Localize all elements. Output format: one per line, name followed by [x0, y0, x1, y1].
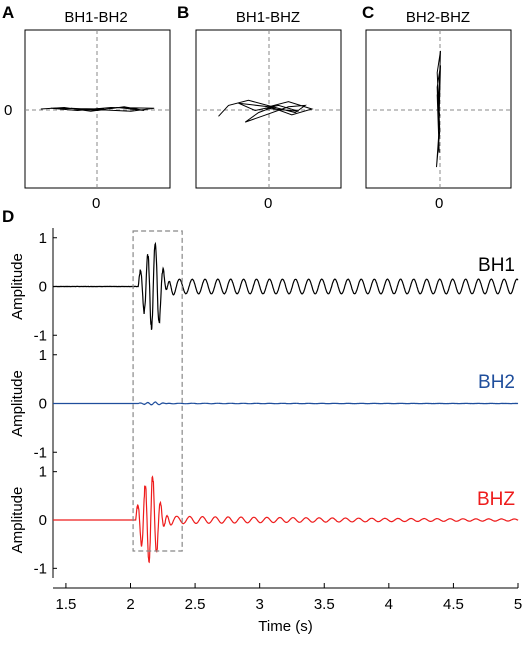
hodogram-c — [436, 50, 441, 168]
channel-label-bhz: BHZ — [477, 489, 515, 510]
panel-label-a: A — [2, 3, 14, 22]
x-tick-label: 1.5 — [55, 596, 76, 613]
panel-title-b: BH1-BHZ — [236, 9, 300, 26]
x-tick-label: 2 — [126, 596, 134, 613]
y-tick-label: -1 — [34, 444, 47, 461]
panel-c-xtick: 0 — [435, 195, 443, 212]
panel-label-d: D — [2, 207, 14, 226]
panel-title-c: BH2-BHZ — [406, 9, 470, 26]
x-axis-label: Time (s) — [258, 618, 312, 635]
y-tick-label: 1 — [39, 464, 47, 481]
x-tick-label: 2.5 — [185, 596, 206, 613]
x-tick-label: 3.5 — [314, 596, 335, 613]
channel-label-bh1: BH1 — [478, 255, 515, 276]
hodogram-b — [218, 99, 314, 123]
y-axis-label: Amplitude — [9, 253, 26, 320]
seismogram-traces: 1 0 -1 Amplitude BH1 1 0 -1 Amplitude BH2 1 0 -1 Ampl… — [9, 228, 519, 578]
panel-a-xtick: 0 — [92, 195, 100, 212]
panel-label-b: B — [177, 3, 189, 22]
y-tick-label: -1 — [34, 560, 47, 577]
y-tick-label: 1 — [39, 347, 47, 364]
time-axis: 1.5 2 2.5 3 3.5 4 4.5 5 Time (s) — [53, 583, 522, 635]
waveform-bhz — [53, 475, 519, 564]
waveform-bh2 — [53, 401, 519, 406]
panel-b-xtick: 0 — [264, 195, 272, 212]
channel-label-bh2: BH2 — [478, 372, 515, 393]
y-tick-label: 0 — [39, 396, 47, 413]
panel-c-frame — [365, 29, 512, 189]
y-tick-label: 0 — [39, 279, 47, 296]
x-tick-label: 3 — [255, 596, 263, 613]
x-tick-label: 5 — [514, 596, 522, 613]
y-tick-label: -1 — [34, 327, 47, 344]
hodogram-a — [40, 106, 155, 112]
highlight-window — [132, 230, 183, 552]
y-tick-label: 0 — [39, 512, 47, 529]
y-tick-label: 1 — [39, 230, 47, 247]
panel-title-a: BH1-BH2 — [64, 9, 127, 26]
panel-label-c: C — [362, 3, 374, 22]
x-tick-label: 4 — [385, 596, 393, 613]
y-axis-label: Amplitude — [9, 370, 26, 437]
x-tick-label: 4.5 — [443, 596, 464, 613]
panel-a-ytick: 0 — [4, 102, 12, 119]
waveform-bh1 — [53, 241, 519, 330]
y-axis-label: Amplitude — [9, 487, 26, 554]
